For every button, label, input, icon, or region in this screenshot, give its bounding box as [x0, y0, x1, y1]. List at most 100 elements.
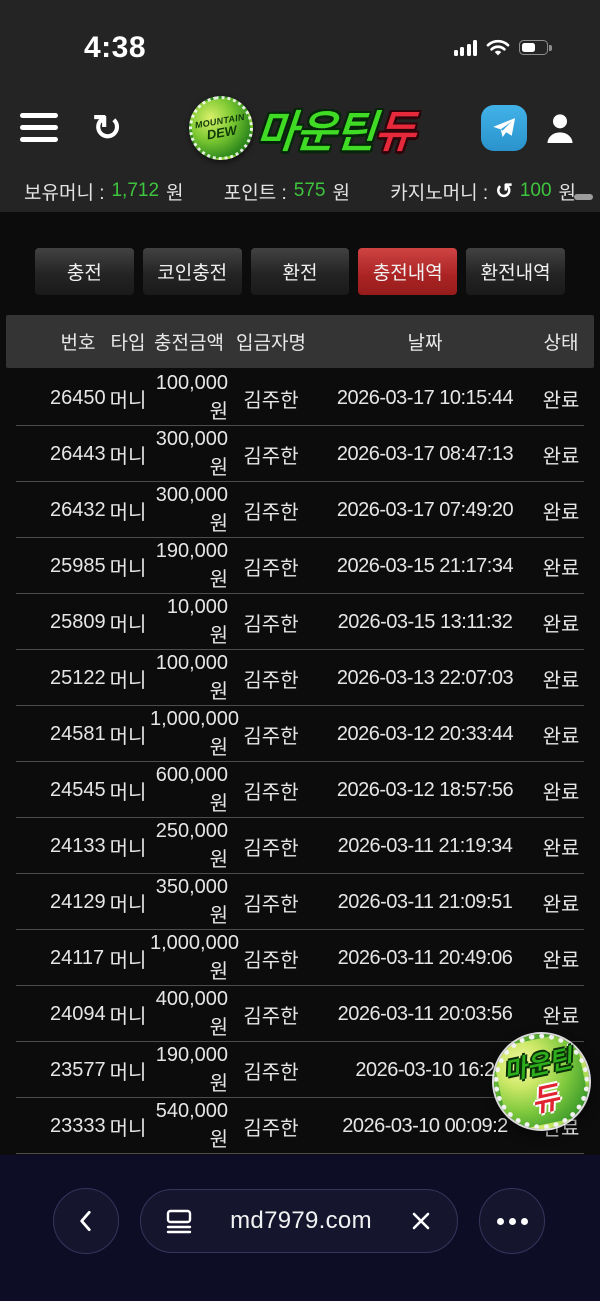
- table-row[interactable]: 26450 머니 100,000 원 김주한 2026-03-17 10:15:…: [6, 370, 594, 426]
- row-depositor: 김주한: [243, 837, 299, 860]
- tab-button[interactable]: 환전내역: [466, 248, 565, 295]
- row-type: 머니: [109, 501, 147, 524]
- url-bar[interactable]: md7979.com: [140, 1189, 458, 1253]
- row-depositor: 김주한: [243, 1005, 299, 1028]
- tab-button[interactable]: 환전: [250, 248, 350, 295]
- row-type: 머니: [109, 781, 147, 804]
- row-type: 머니: [109, 1117, 147, 1140]
- table-row[interactable]: 26443 머니 300,000 원 김주한 2026-03-17 08:47:…: [6, 426, 594, 482]
- table-row[interactable]: 25122 머니 100,000 원 김주한 2026-03-13 22:07:…: [6, 650, 594, 706]
- col-header-number: 번호: [60, 333, 96, 354]
- row-date: 2026-03-10 16:2: [355, 1058, 495, 1081]
- tab-button[interactable]: 코인충전: [142, 248, 242, 295]
- row-amount: 400,000 원: [155, 988, 228, 1039]
- tab-label: 환전: [282, 263, 318, 284]
- close-icon[interactable]: [409, 1209, 433, 1233]
- row-status: 완료: [542, 949, 580, 972]
- points-label: 포인트 :: [223, 182, 287, 204]
- tab-label: 충전: [66, 263, 102, 284]
- row-number: 25809: [50, 610, 106, 633]
- col-header-date: 날짜: [407, 333, 443, 354]
- col-header-status: 상태: [543, 333, 579, 354]
- casino-label: 카지노머니 :: [390, 182, 489, 204]
- browser-bottom-bar: md7979.com: [0, 1155, 600, 1301]
- row-depositor: 김주한: [243, 389, 299, 412]
- row-date: 2026-03-11 21:09:51: [337, 890, 513, 913]
- row-status: 완료: [542, 501, 580, 524]
- table-row[interactable]: 24129 머니 350,000 원 김주한 2026-03-11 21:09:…: [6, 874, 594, 930]
- header-right-icons: [481, 104, 580, 151]
- status-bar: 4:38: [0, 0, 600, 85]
- app-header: ↻ MOUNTAIN DEW 마운틴 듀: [0, 85, 600, 170]
- row-date: 2026-03-11 20:49:06: [337, 946, 513, 969]
- row-type: 머니: [109, 557, 147, 580]
- row-date: 2026-03-10 00:09:2: [342, 1114, 508, 1137]
- row-status: 완료: [542, 557, 580, 580]
- row-date: 2026-03-15 21:17:34: [336, 554, 514, 577]
- row-amount: 540,000 원: [155, 1100, 228, 1151]
- status-time: 4:38: [84, 30, 147, 64]
- row-type: 머니: [109, 1061, 147, 1084]
- row-status: 완료: [542, 837, 580, 860]
- row-amount: 600,000 원: [155, 764, 228, 815]
- row-date: 2026-03-12 20:33:44: [336, 722, 514, 745]
- row-date: 2026-03-15 13:11:32: [337, 610, 513, 633]
- tab-button[interactable]: 충전내역: [358, 248, 458, 295]
- row-date: 2026-03-13 22:07:03: [336, 666, 514, 689]
- row-depositor: 김주한: [243, 501, 299, 524]
- col-header-type: 타입: [110, 333, 146, 354]
- site-logo[interactable]: MOUNTAIN DEW 마운틴 듀: [122, 90, 481, 165]
- row-type: 머니: [109, 613, 147, 636]
- row-type: 머니: [109, 837, 147, 860]
- tab-button[interactable]: 충전: [35, 248, 134, 295]
- telegram-icon[interactable]: [481, 104, 527, 151]
- row-depositor: 김주한: [243, 1117, 299, 1140]
- status-icons: [453, 39, 552, 57]
- back-button[interactable]: [53, 1188, 119, 1254]
- row-depositor: 김주한: [243, 893, 299, 916]
- row-status: 완료: [542, 781, 580, 804]
- user-profile-icon[interactable]: [540, 108, 580, 148]
- row-status: 완료: [542, 613, 580, 636]
- row-status: 완료: [542, 389, 580, 412]
- row-number: 24117: [50, 946, 105, 969]
- row-date: 2026-03-12 18:57:56: [336, 778, 514, 801]
- casino-money-group: 카지노머니 : ↺ 100 원: [390, 178, 576, 205]
- tab-label: 충전내역: [372, 263, 443, 284]
- row-type: 머니: [109, 669, 147, 692]
- table-row[interactable]: 26432 머니 300,000 원 김주한 2026-03-17 07:49:…: [6, 482, 594, 538]
- table-row[interactable]: 25809 머니 10,000 원 김주한 2026-03-15 13:11:3…: [6, 594, 594, 650]
- table-row[interactable]: 24581 머니 1,000,000 원 김주한 2026-03-12 20:3…: [6, 706, 594, 762]
- table-row[interactable]: 24094 머니 400,000 원 김주한 2026-03-11 20:03:…: [6, 986, 594, 1042]
- more-button[interactable]: [479, 1188, 545, 1254]
- row-type: 머니: [109, 893, 147, 916]
- casino-refresh-icon[interactable]: ↺: [495, 179, 513, 203]
- row-status: 완료: [542, 893, 580, 916]
- row-depositor: 김주한: [243, 1061, 299, 1084]
- deposit-history-table: 번호 타입 충전금액 입금자명 날짜 상태 26450 머니 100,000 원…: [6, 315, 594, 1154]
- table-row[interactable]: 24133 머니 250,000 원 김주한 2026-03-11 21:19:…: [6, 818, 594, 874]
- row-number: 25985: [50, 554, 106, 577]
- row-status: 완료: [542, 445, 580, 468]
- bottlecap-logo-icon: MOUNTAIN DEW: [183, 90, 258, 165]
- row-status: 완료: [542, 725, 580, 748]
- row-status: 완료: [542, 669, 580, 692]
- balance-label: 보유머니 :: [24, 182, 105, 204]
- ellipsis-icon: [496, 1217, 528, 1225]
- refresh-icon[interactable]: ↻: [92, 106, 123, 148]
- row-depositor: 김주한: [243, 445, 299, 468]
- row-date: 2026-03-17 10:15:44: [336, 386, 514, 409]
- row-number: 23333: [50, 1114, 106, 1137]
- table-row[interactable]: 24545 머니 600,000 원 김주한 2026-03-12 18:57:…: [6, 762, 594, 818]
- wifi-icon: [486, 39, 510, 55]
- table-row[interactable]: 24117 머니 1,000,000 원 김주한 2026-03-11 20:4…: [6, 930, 594, 986]
- row-type: 머니: [109, 445, 147, 468]
- casino-unit: 원: [558, 182, 576, 204]
- scrollbar-thumb[interactable]: [574, 194, 593, 200]
- hamburger-menu-icon[interactable]: [20, 113, 58, 142]
- table-row[interactable]: 25985 머니 190,000 원 김주한 2026-03-15 21:17:…: [6, 538, 594, 594]
- row-amount: 190,000 원: [155, 540, 228, 591]
- row-amount: 100,000 원: [155, 652, 228, 703]
- row-amount: 350,000 원: [155, 876, 228, 927]
